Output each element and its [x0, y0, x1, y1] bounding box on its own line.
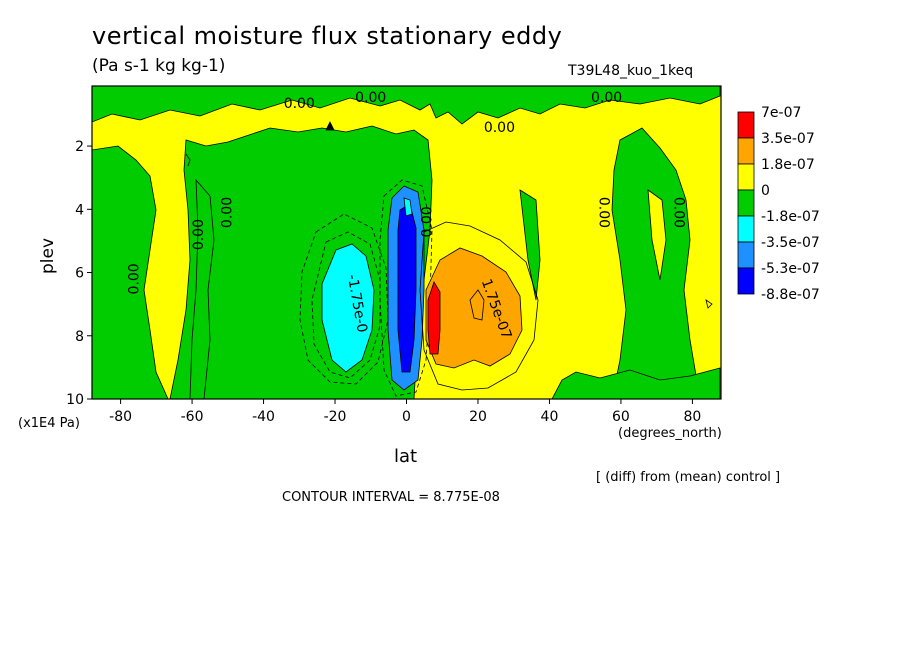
contour-dashed-south-mid	[311, 231, 381, 379]
contour-interval: CONTOUR INTERVAL = 8.775E-08	[282, 490, 500, 505]
region-negative-north-strip	[519, 189, 541, 301]
x-tick-label: 40	[541, 409, 559, 425]
legend-swatch	[737, 163, 755, 191]
contour-label: 0.00	[284, 96, 315, 112]
comparison-note: [ (diff) from (mean) control ]	[596, 470, 781, 485]
legend-swatch	[737, 189, 755, 217]
contour-label: 0.00	[420, 206, 436, 237]
legend-level-label: 0	[761, 183, 770, 199]
contour-label: 0.00	[355, 90, 386, 106]
x-tick-label: -40	[252, 409, 275, 425]
x-axis-label: lat	[394, 446, 418, 467]
legend-level-label: -3.5e-07	[761, 235, 820, 251]
region-orange-north	[425, 247, 523, 369]
legend-level-label: -8.8e-07	[761, 287, 820, 303]
region-cyan-south	[321, 243, 375, 373]
contour-label: 0.00	[595, 197, 611, 228]
legend-swatch	[737, 215, 755, 243]
region-blue-core	[397, 203, 417, 373]
contour-mark-cap	[325, 121, 335, 131]
contour-mark-east	[705, 299, 713, 309]
legend-level-label: 3.5e-07	[761, 131, 815, 147]
x-tick-label: 60	[612, 409, 630, 425]
run-label: T39L48_kuo_1keq	[568, 63, 694, 79]
x-tick-label: 20	[469, 409, 487, 425]
legend-swatch	[737, 267, 755, 295]
contour-solid-north-inner	[469, 289, 485, 321]
region-negative-north-base	[551, 367, 721, 399]
legend-level-label: -5.3e-07	[761, 261, 820, 277]
contour-label: 0.00	[191, 219, 207, 250]
chart-units: (Pa s-1 kg kg-1)	[92, 56, 226, 76]
contour-label: 0.00	[591, 90, 622, 106]
contour-solid-north-outer	[419, 221, 539, 391]
contour-dashed-south-outer	[299, 213, 389, 385]
y-axis-unit: (x1E4 Pa)	[18, 416, 80, 431]
region-cyan-tropics	[403, 197, 413, 217]
x-tick-label: -20	[324, 409, 347, 425]
region-negative-north-east	[611, 127, 701, 399]
x-tick-label: -60	[181, 409, 204, 425]
contour-label: 0.00	[484, 120, 515, 136]
x-tick-label: -80	[109, 409, 132, 425]
x-tick-label: 0	[402, 409, 411, 425]
legend-level-label: 1.8e-07	[761, 157, 815, 173]
legend-level-label: 7e-07	[761, 105, 801, 121]
legend-level-label: -1.8e-07	[761, 209, 820, 225]
legend-swatch	[737, 137, 755, 165]
region-red-north	[427, 281, 441, 355]
y-tick-label: 10	[66, 392, 84, 408]
contour-label: 0.00	[219, 197, 235, 228]
region-negative-south-west	[92, 145, 169, 399]
region-negative-north-east-inner	[647, 189, 667, 281]
region-negative-north-top	[92, 86, 721, 125]
y-tick-label: 2	[75, 139, 84, 155]
contour-label: 0.00	[671, 197, 687, 228]
legend-swatch	[737, 241, 755, 269]
region-negative-south-left-strip	[189, 178, 215, 399]
chart-title: vertical moisture flux stationary eddy	[92, 22, 563, 50]
y-tick-label: 4	[75, 202, 84, 218]
y-tick-label: 8	[75, 329, 84, 345]
x-axis-unit: (degrees_north)	[618, 426, 722, 441]
plot-area	[92, 86, 721, 399]
x-tick-label: 80	[683, 409, 701, 425]
contour-label: 0.00	[126, 263, 142, 294]
y-tick-label: 6	[75, 266, 84, 282]
legend-swatch	[737, 111, 755, 139]
contour-mark-west	[185, 153, 191, 167]
